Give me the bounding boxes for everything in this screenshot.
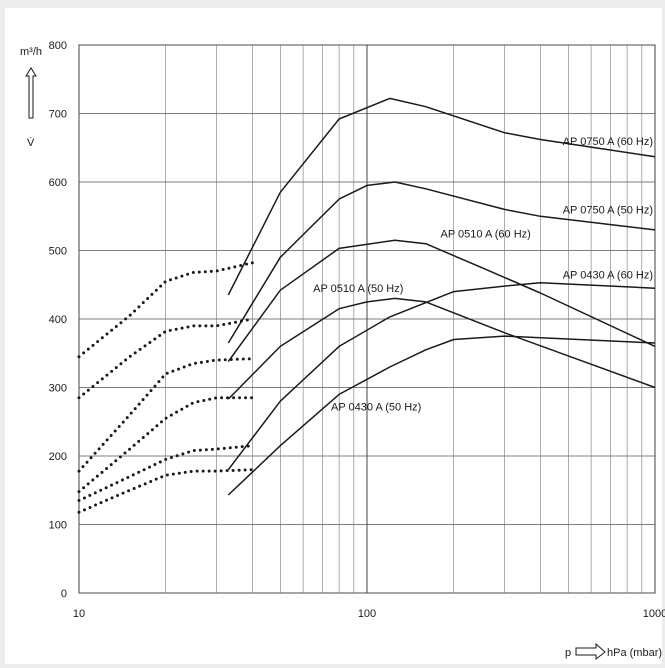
series-line: [227, 239, 656, 362]
series-label: AP 0750 A (50 Hz): [563, 204, 653, 216]
series-line: [227, 181, 656, 344]
y-axis-label: V̇: [27, 136, 35, 149]
series-line: [227, 297, 656, 400]
axis-labels: m³/h V̇ p hPa (mbar): [20, 46, 662, 661]
series-dotted-line: [77, 261, 254, 359]
y-tick-label: 700: [49, 109, 67, 121]
series-line: [227, 281, 656, 471]
up-arrow-icon: [25, 67, 37, 119]
series-line: [227, 97, 656, 296]
curves: [77, 97, 656, 514]
y-tick-label: 400: [49, 314, 67, 326]
series-dotted-line: [77, 357, 254, 473]
y-tick-label: 500: [49, 246, 67, 258]
series-dotted-line: [77, 396, 254, 494]
y-tick-label: 200: [49, 451, 67, 463]
series-line: [227, 335, 656, 496]
chart-panel: [5, 8, 662, 664]
y-unit-label: m³/h: [20, 46, 42, 58]
y-tick-label: 300: [49, 383, 67, 395]
y-tick-label: 800: [49, 40, 67, 52]
series-dotted-line: [77, 468, 254, 514]
series-label: AP 0430 A (50 Hz): [331, 402, 421, 414]
right-arrow-icon: [575, 642, 606, 661]
x-tick-label: 10: [73, 608, 85, 620]
x-tick-label: 1000: [643, 608, 665, 620]
curve-labels: AP 0750 A (60 Hz) AP 0750 A (50 Hz) AP 051…: [313, 136, 653, 414]
y-tick-label: 100: [49, 520, 67, 532]
series-label: AP 0750 A (60 Hz): [563, 136, 653, 148]
series-dotted-line: [77, 317, 254, 400]
y-tick-label: 600: [49, 177, 67, 189]
x-unit-label: hPa (mbar): [607, 647, 662, 659]
grid: [78, 44, 656, 594]
series-dotted-line: [77, 444, 254, 502]
series-label: AP 0510 A (50 Hz): [313, 283, 403, 295]
series-label: AP 0430 A (60 Hz): [563, 269, 653, 281]
series-label: AP 0510 A (60 Hz): [441, 228, 531, 240]
tick-labels: 0 100 200 300 400 500 600 700 800 10 100 1000: [49, 40, 665, 620]
x-tick-label: 100: [358, 608, 376, 620]
y-tick-label: 0: [61, 588, 67, 600]
x-axis-label: p: [565, 647, 571, 659]
